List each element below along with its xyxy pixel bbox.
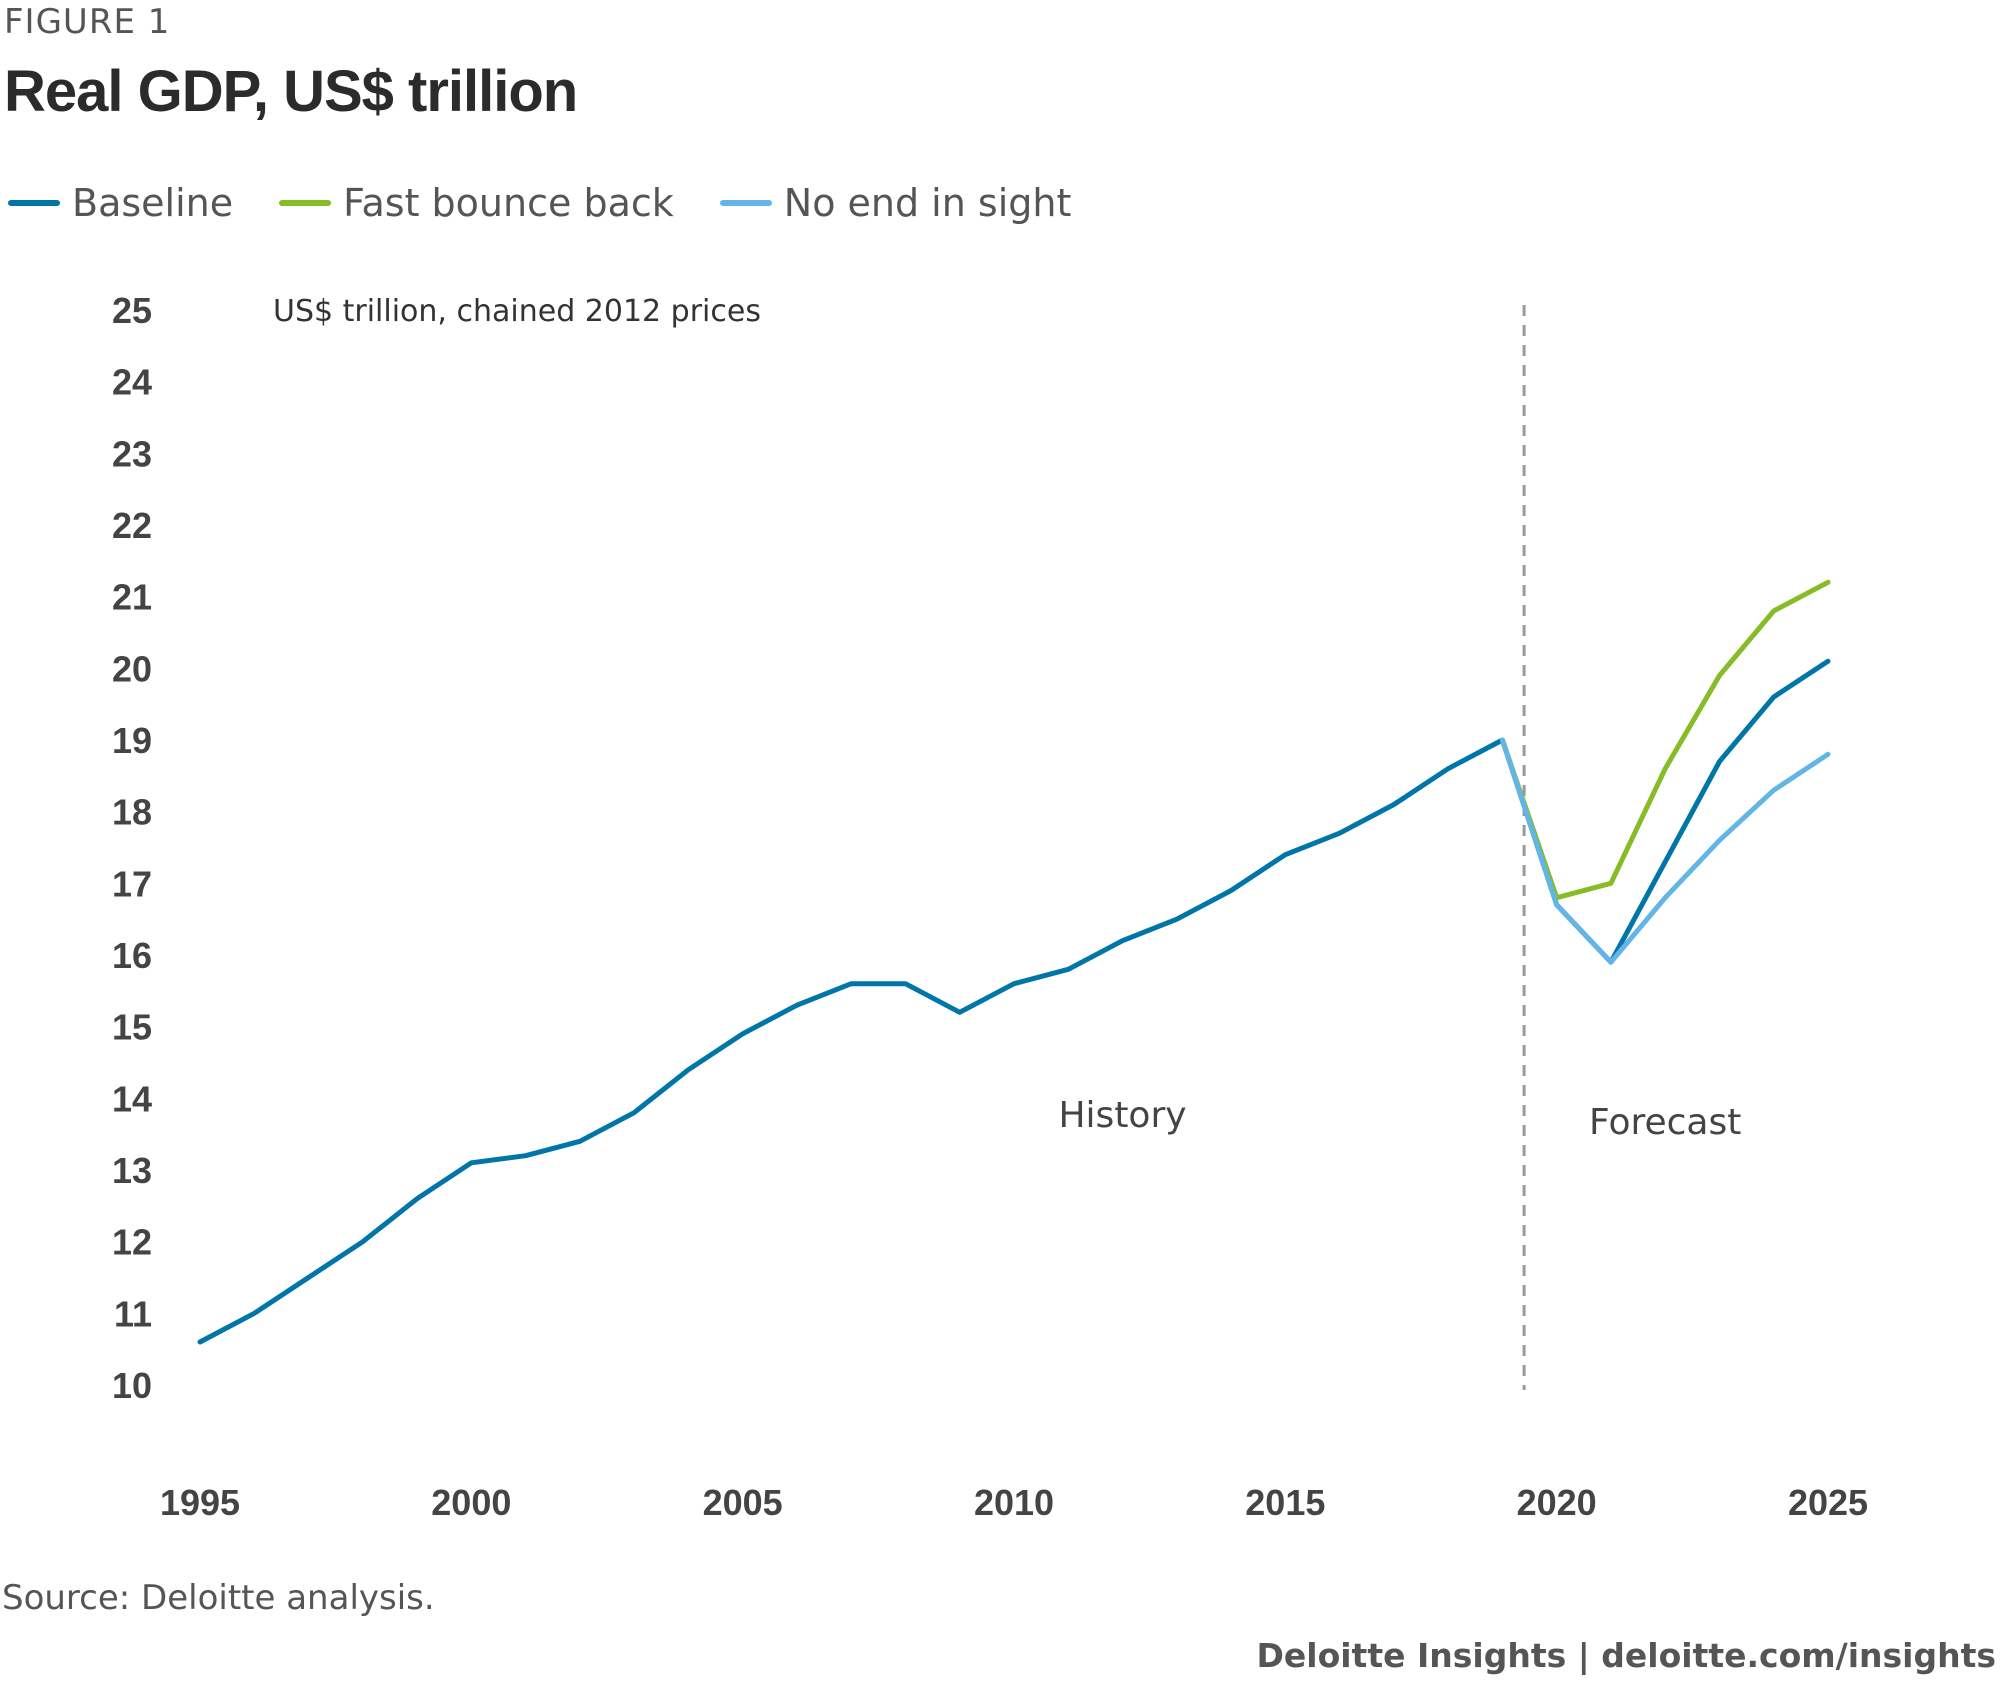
y-tick-label: 20 [112, 648, 152, 689]
y-tick-label: 24 [112, 362, 152, 403]
annotation-history: History [1058, 1095, 1186, 1136]
x-tick-label: 2000 [431, 1482, 511, 1523]
y-tick-label: 16 [112, 935, 152, 976]
y-tick-label: 19 [112, 720, 152, 761]
source-note: Source: Deloitte analysis. [2, 1578, 435, 1618]
y-tick-label: 12 [112, 1222, 152, 1263]
x-tick-label: 2010 [974, 1482, 1054, 1523]
line-chart: 10 11 12 13 14 15 16 17 18 19 20 21 22 23 24 25 1995 200… [0, 0, 2000, 1560]
y-tick-label: 14 [112, 1078, 152, 1119]
x-tick-label: 1995 [160, 1482, 240, 1523]
annotation-forecast: Forecast [1589, 1102, 1741, 1143]
series-line-baseline [200, 661, 1828, 1342]
annotations: History Forecast [1058, 1095, 1741, 1143]
y-tick-label: 17 [112, 863, 152, 904]
x-tick-label: 2020 [1517, 1482, 1597, 1523]
y-tick-label: 21 [112, 577, 152, 618]
y-tick-label: 25 [112, 290, 152, 331]
y-tick-label: 10 [112, 1365, 152, 1406]
y-tick-label: 23 [112, 433, 152, 474]
y-tick-label: 18 [112, 792, 152, 833]
x-axis-ticks: 1995 2000 2005 2010 2015 2020 2025 [160, 1482, 1868, 1523]
series-line-fast-bounce-back [1502, 582, 1828, 897]
x-tick-label: 2005 [703, 1482, 783, 1523]
series-lines [200, 582, 1828, 1342]
x-tick-label: 2015 [1245, 1482, 1325, 1523]
y-axis-ticks: 10 11 12 13 14 15 16 17 18 19 20 21 22 23 24 25 [112, 290, 152, 1406]
x-tick-label: 2025 [1788, 1482, 1868, 1523]
footer-credit: Deloitte Insights | deloitte.com/insight… [1256, 1636, 1996, 1675]
y-tick-label: 15 [112, 1007, 152, 1048]
y-axis-unit-label: US$ trillion, chained 2012 prices [273, 294, 761, 329]
y-tick-label: 13 [112, 1150, 152, 1191]
y-tick-label: 22 [112, 505, 152, 546]
y-tick-label: 11 [114, 1293, 152, 1334]
